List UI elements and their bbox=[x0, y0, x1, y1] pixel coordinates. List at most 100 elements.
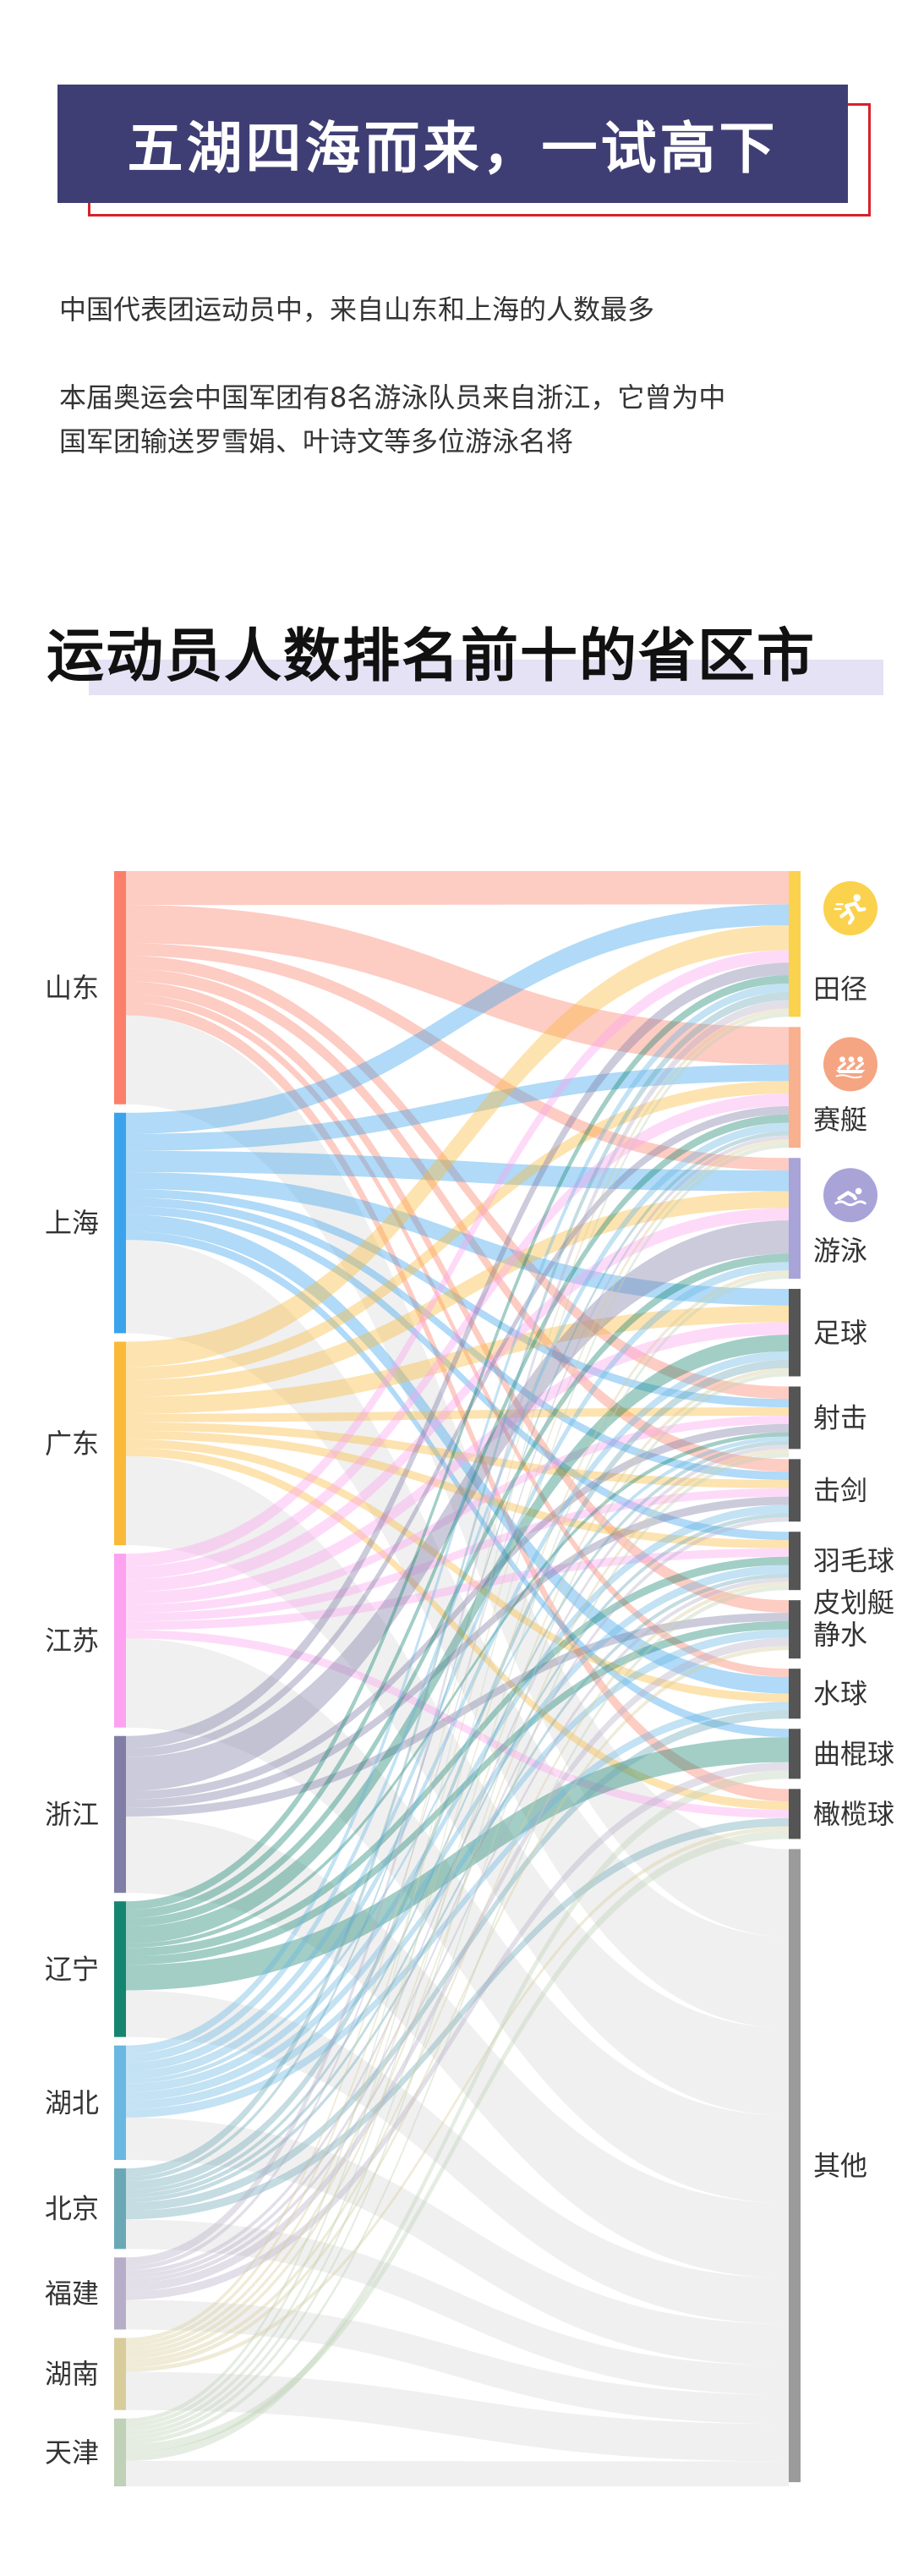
flow-74 bbox=[126, 1135, 789, 2271]
flow-91 bbox=[126, 1143, 789, 2427]
flow-69 bbox=[126, 1573, 789, 2203]
flow-97 bbox=[126, 1770, 789, 2461]
flow-31 bbox=[126, 1208, 789, 1592]
flow-59 bbox=[126, 1504, 789, 2092]
target-node-7 bbox=[789, 1600, 801, 1659]
flow-35 bbox=[126, 1548, 789, 1631]
intro-line-2b: 国军团输送罗雪娟、叶诗文等多位游泳名将 bbox=[59, 425, 574, 458]
source-label-5: 辽宁 bbox=[45, 1953, 99, 1985]
flow-45 bbox=[126, 975, 789, 1910]
flow-22 bbox=[126, 1305, 789, 1414]
flow-52 bbox=[126, 1737, 789, 1991]
flow-19 bbox=[126, 925, 789, 1367]
flow-90 bbox=[126, 1012, 789, 2423]
source-node-9 bbox=[114, 2338, 126, 2410]
flow-18 bbox=[126, 1240, 789, 2029]
flow-32 bbox=[126, 1322, 789, 1605]
flow-41 bbox=[126, 1423, 789, 1800]
flow-14 bbox=[126, 1198, 789, 1480]
source-label-7: 北京 bbox=[45, 2193, 99, 2225]
source-node-5 bbox=[114, 1901, 126, 2037]
source-node-3 bbox=[114, 1554, 126, 1728]
flow-17 bbox=[126, 1231, 789, 1738]
flow-2 bbox=[126, 943, 789, 1170]
flow-40 bbox=[126, 1220, 789, 1791]
target-label-3: 足球 bbox=[813, 1317, 867, 1349]
target-node-1 bbox=[789, 1027, 801, 1148]
target-label-4: 射击 bbox=[813, 1401, 867, 1433]
flow-28 bbox=[126, 1455, 789, 2116]
flow-65 bbox=[126, 1131, 789, 2182]
flow-78 bbox=[126, 1637, 789, 2292]
flow-26 bbox=[126, 1439, 789, 1702]
flow-15 bbox=[126, 1206, 789, 1541]
source-node-2 bbox=[114, 1341, 126, 1546]
target-label-1: 赛艇 bbox=[813, 1104, 867, 1136]
flow-77 bbox=[126, 1577, 789, 2283]
target-node-10 bbox=[789, 1789, 801, 1839]
flow-43 bbox=[126, 1612, 789, 1817]
flow-95 bbox=[126, 1586, 789, 2444]
target-node-8 bbox=[789, 1669, 801, 1719]
flow-61 bbox=[126, 1629, 789, 2109]
flows-layer bbox=[126, 871, 789, 2486]
flow-11 bbox=[126, 1150, 789, 1192]
flow-54 bbox=[126, 983, 789, 2054]
flow-79 bbox=[126, 1762, 789, 2300]
header-banner: 五湖四海而来，一试高下 bbox=[57, 85, 877, 220]
target-label-5: 击剑 bbox=[813, 1474, 867, 1506]
flow-12 bbox=[126, 1171, 789, 1306]
flow-62 bbox=[126, 1702, 789, 2118]
flow-37 bbox=[126, 1638, 789, 2204]
flow-55 bbox=[126, 1122, 789, 2063]
flow-93 bbox=[126, 1372, 789, 2436]
target-node-11 bbox=[789, 1849, 801, 2483]
flow-92 bbox=[126, 1274, 789, 2431]
flow-21 bbox=[126, 1191, 789, 1397]
source-label-9: 湖南 bbox=[45, 2358, 99, 2390]
flow-38 bbox=[126, 962, 789, 1749]
flow-48 bbox=[126, 1335, 789, 1944]
chart-title-highlight bbox=[89, 660, 883, 695]
flow-66 bbox=[126, 1359, 789, 2190]
flow-94 bbox=[126, 1453, 789, 2440]
source-node-0 bbox=[114, 871, 126, 1104]
target-node-9 bbox=[789, 1729, 801, 1779]
target-node-6 bbox=[789, 1532, 801, 1591]
flow-33 bbox=[126, 1415, 789, 1614]
nodes-layer bbox=[114, 871, 801, 2486]
flow-25 bbox=[126, 1430, 789, 1548]
flow-0 bbox=[126, 871, 789, 906]
chart-title-block: 运动员人数排名前十的省区市 bbox=[46, 609, 883, 702]
target-label-11: 其他 bbox=[813, 2150, 867, 2182]
flow-30 bbox=[126, 1093, 789, 1580]
target-label-2: 游泳 bbox=[813, 1235, 867, 1267]
flow-67 bbox=[126, 1440, 789, 2195]
flow-42 bbox=[126, 1496, 789, 1808]
intro-paragraph-2: 本届奥运会中国军团有8名游泳队员来自浙江，它曾为中 国军团输送罗雪娟、叶诗文等多… bbox=[59, 375, 871, 463]
flow-39 bbox=[126, 1105, 789, 1757]
flow-80 bbox=[126, 2299, 789, 2425]
flow-64 bbox=[126, 991, 789, 2178]
intro-line-2a: 本届奥运会中国军团有8名游泳队员来自浙江，它曾为中 bbox=[59, 381, 726, 414]
source-label-0: 山东 bbox=[45, 972, 99, 1004]
source-label-1: 上海 bbox=[45, 1207, 99, 1239]
running-icon-badge bbox=[823, 881, 877, 935]
source-label-8: 福建 bbox=[45, 2277, 99, 2310]
flow-72 bbox=[126, 2219, 789, 2395]
flow-20 bbox=[126, 1081, 789, 1380]
flow-53 bbox=[126, 1990, 789, 2324]
source-node-6 bbox=[114, 2045, 126, 2161]
page-title: 五湖四海而来，一试高下 bbox=[127, 115, 779, 181]
intro-paragraph-1: 中国代表团运动员中，来自山东和上海的人数最多 bbox=[59, 288, 871, 332]
flow-8 bbox=[126, 1015, 789, 1937]
target-node-5 bbox=[789, 1459, 801, 1522]
flow-5 bbox=[126, 981, 789, 1613]
source-label-10: 天津 bbox=[45, 2436, 99, 2469]
source-node-1 bbox=[114, 1112, 126, 1334]
target-node-0 bbox=[789, 871, 801, 1017]
source-node-7 bbox=[114, 2168, 126, 2250]
intro-line-1: 中国代表团运动员中，来自山东和上海的人数最多 bbox=[59, 293, 655, 326]
flow-29 bbox=[126, 950, 789, 1567]
